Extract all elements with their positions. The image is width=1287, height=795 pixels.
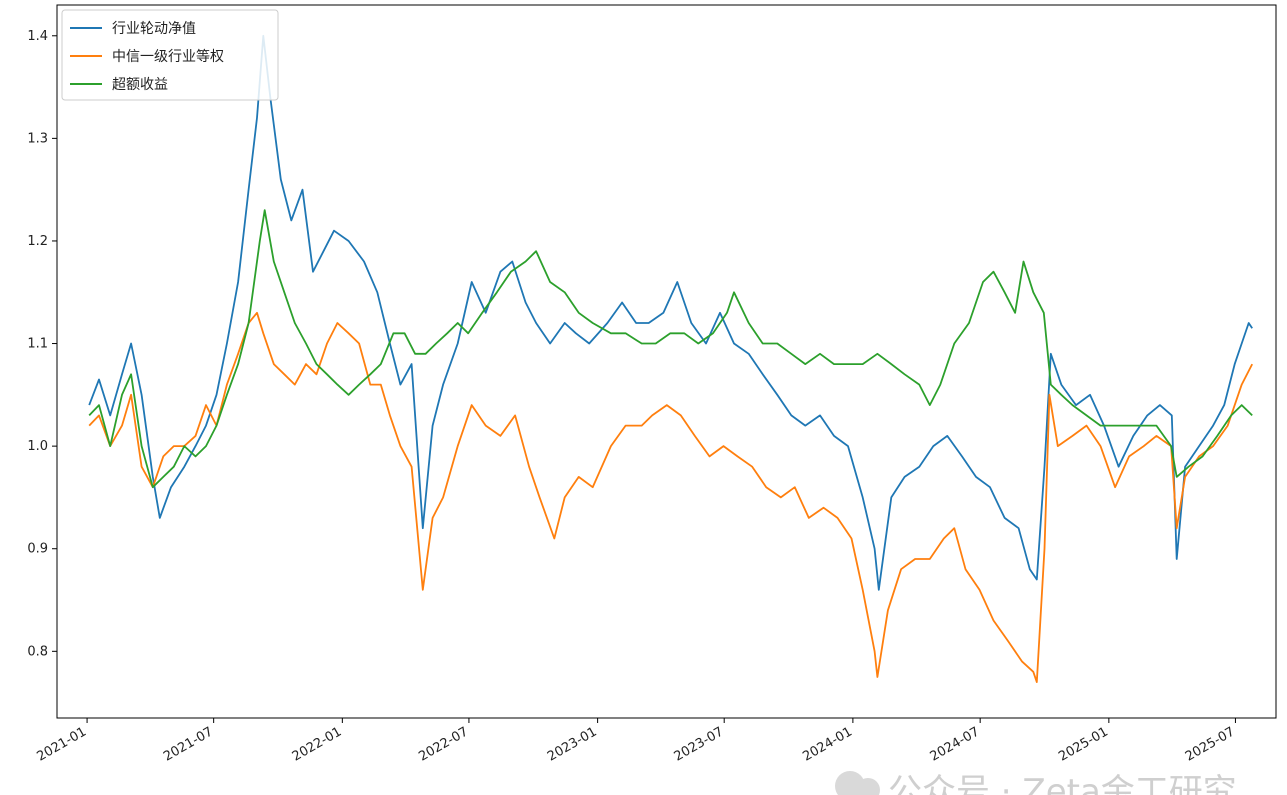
y-tick-label: 1.1: [27, 337, 48, 352]
y-tick-label: 1.4: [27, 29, 48, 44]
wechat-icon-bubble: [856, 778, 880, 795]
plot-frame: [56, 4, 1277, 719]
legend-label: 超额收益: [112, 77, 168, 93]
series-line-1: [88, 34, 1253, 591]
series-line-3: [88, 209, 1253, 489]
y-tick-label: 1.2: [27, 234, 48, 249]
legend-label: 中信一级行业等权: [112, 48, 224, 65]
watermark: 公众号 · Zeta金工研究: [835, 771, 1237, 795]
y-tick-label: 0.9: [27, 542, 48, 557]
series-line-2: [88, 311, 1254, 683]
y-tick-label: 1.0: [27, 439, 48, 454]
legend-box: [61, 9, 279, 101]
y-tick-label: 0.8: [27, 644, 48, 659]
series-layer: [88, 34, 1254, 683]
legend-label: 行业轮动净值: [112, 21, 196, 37]
watermark-text: 公众号 · Zeta金工研究: [888, 772, 1237, 795]
y-tick-label: 1.3: [27, 131, 48, 146]
